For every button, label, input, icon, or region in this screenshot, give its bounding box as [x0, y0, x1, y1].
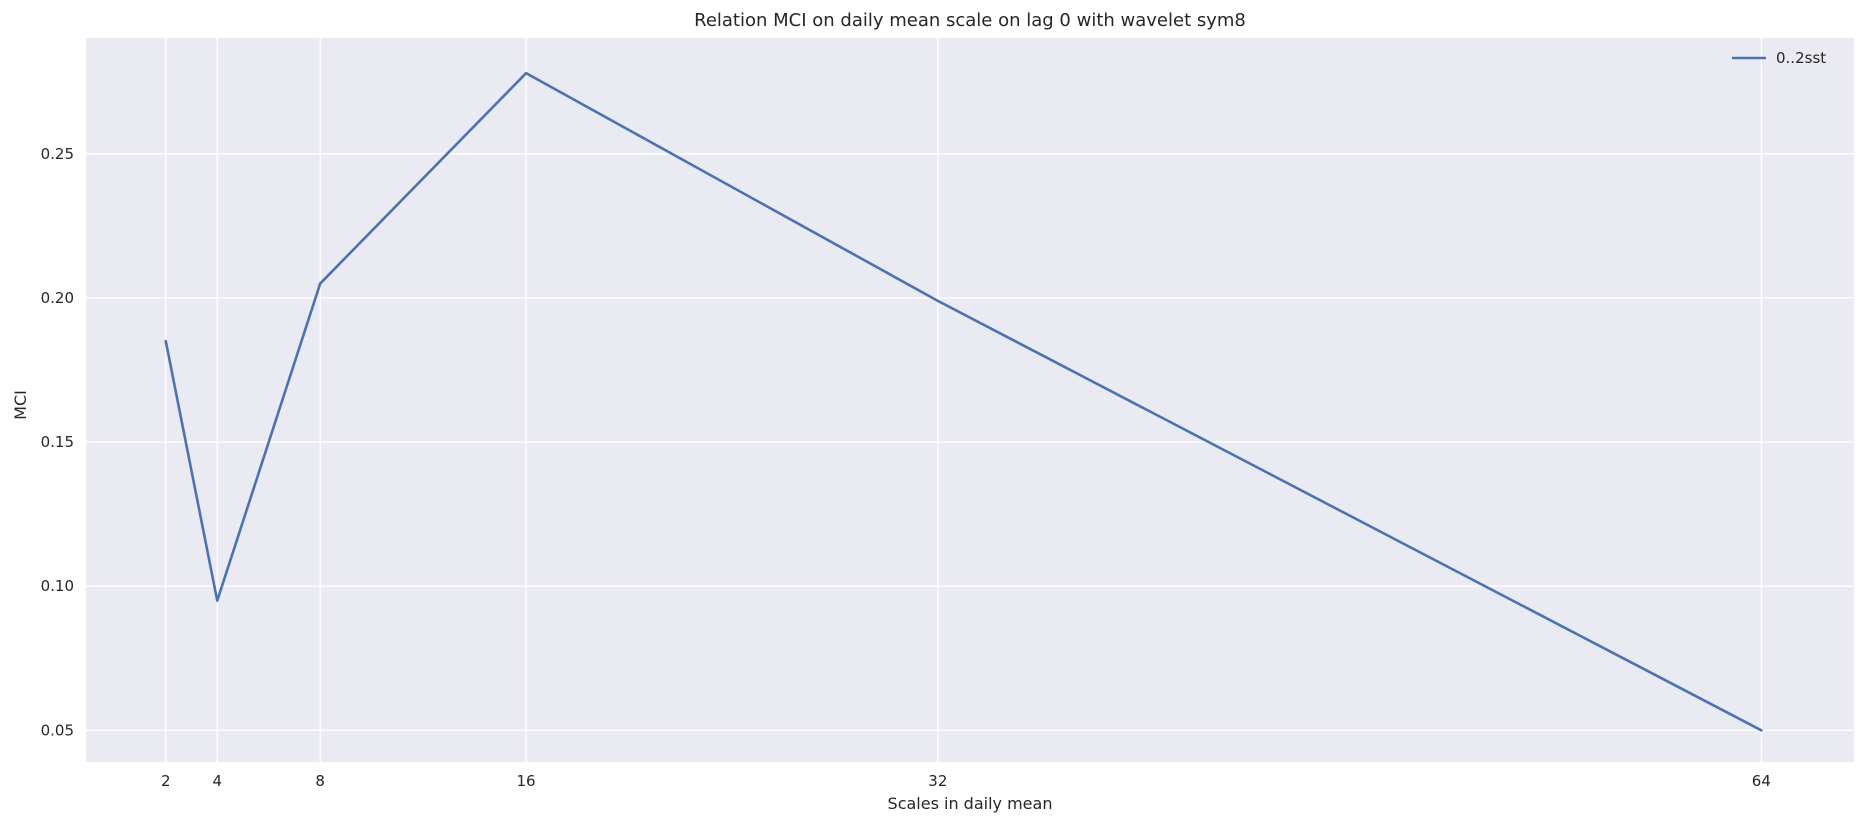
y-tick-label: 0.25: [41, 145, 74, 163]
x-tick-labels: 2 4 8 16 32 64: [161, 772, 1771, 790]
x-tick-label: 16: [517, 772, 536, 790]
x-tick-label: 4: [212, 772, 222, 790]
y-tick-label: 0.15: [41, 433, 74, 451]
series-line-0: [164, 71, 1763, 732]
x-tick-label: 64: [1752, 772, 1771, 790]
plot-area: [86, 38, 1854, 762]
x-axis-label: Scales in daily mean: [888, 794, 1053, 813]
y-tick-label: 0.10: [41, 577, 74, 595]
series-lines: [164, 71, 1763, 732]
chart-title: Relation MCI on daily mean scale on lag …: [694, 10, 1246, 31]
legend: 0..2sst: [1732, 49, 1826, 67]
y-tick-label: 0.05: [41, 721, 74, 739]
y-grid: [86, 153, 1854, 731]
y-tick-labels: 0.05 0.10 0.15 0.20 0.25: [41, 145, 74, 739]
x-grid: [165, 38, 1763, 762]
y-axis-label: MCI: [11, 390, 30, 420]
legend-label-0: 0..2sst: [1776, 49, 1826, 67]
x-tick-label: 32: [928, 772, 947, 790]
x-tick-label: 8: [315, 772, 325, 790]
y-tick-label: 0.20: [41, 289, 74, 307]
x-tick-label: 2: [161, 772, 171, 790]
